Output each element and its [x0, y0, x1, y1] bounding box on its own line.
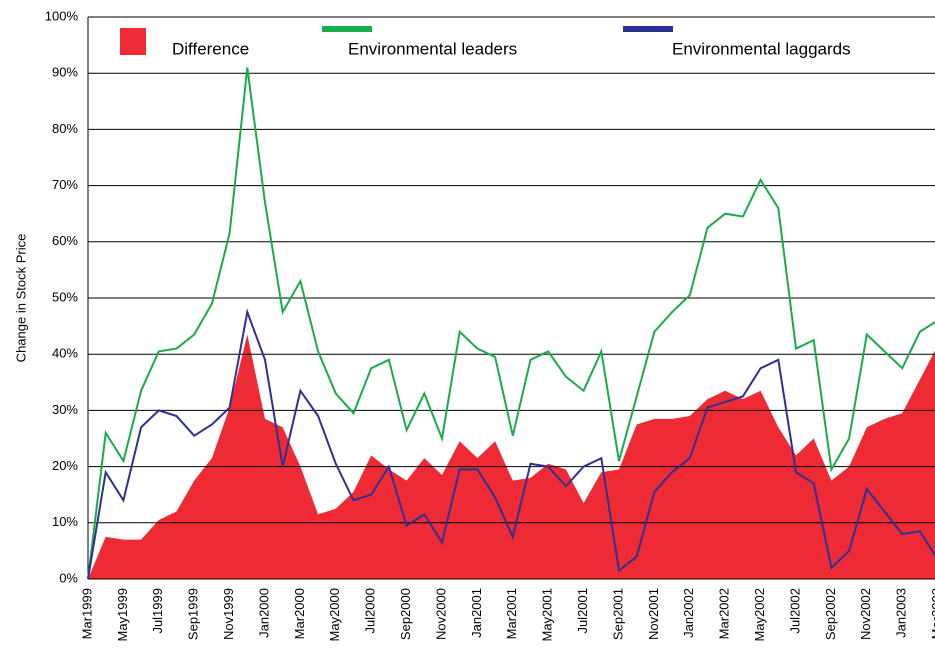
x-tick-label: Jan2000 [256, 588, 271, 638]
x-tick-label: May2000 [327, 588, 342, 641]
x-tick-label: Mar2002 [717, 588, 732, 639]
legend-label: Environmental laggards [672, 39, 851, 58]
x-tick-label: Jan2003 [894, 588, 909, 638]
x-tick-label: Jan2002 [681, 588, 696, 638]
x-tick-label: Jul1999 [150, 588, 165, 634]
line [87, 308, 935, 580]
x-tick-label: Sep1999 [186, 588, 201, 640]
x-tick-label: Sep2000 [398, 588, 413, 640]
x-tick-label: Jan2001 [469, 588, 484, 638]
y-axis-label: Change in Stock Price [13, 234, 28, 363]
x-tick-label: Sep2001 [610, 588, 625, 640]
x-tick-label: Mar2000 [292, 588, 307, 639]
y-tick-label: 10% [52, 514, 78, 529]
area [88, 334, 935, 579]
line [87, 67, 935, 580]
y-tick-label: 90% [52, 65, 78, 80]
x-tick-label: Nov2001 [646, 588, 661, 640]
x-tick-label: Mar1999 [79, 588, 94, 639]
x-tick-label: May1999 [115, 588, 130, 641]
y-tick-label: 70% [52, 177, 78, 192]
legend-label: Environmental leaders [348, 39, 517, 58]
y-tick-label: 50% [52, 289, 78, 304]
x-tick-label: Nov2002 [858, 588, 873, 640]
y-tick-label: 20% [52, 458, 78, 473]
legend-swatch [623, 26, 673, 32]
x-tick-label: May2002 [752, 588, 767, 641]
x-tick-label: Nov1999 [221, 588, 236, 640]
x-tick-label: May2001 [540, 588, 555, 641]
y-tick-label: 80% [52, 121, 78, 136]
x-tick-label: Jul2000 [363, 588, 378, 634]
x-tick-label: Jul2001 [575, 588, 590, 634]
legend-label: Difference [172, 39, 249, 58]
y-tick-label: 100% [45, 8, 79, 23]
x-tick-label: Jul2002 [787, 588, 802, 634]
x-tick-label: Mar2001 [504, 588, 519, 639]
y-tick-label: 30% [52, 402, 78, 417]
legend-swatch [120, 28, 146, 55]
x-tick-label: Sep2002 [823, 588, 838, 640]
x-tick-label: Mar2003 [929, 588, 935, 639]
y-tick-label: 40% [52, 346, 78, 361]
y-tick-label: 0% [59, 570, 78, 585]
y-tick-label: 60% [52, 233, 78, 248]
legend-swatch [322, 26, 372, 32]
x-tick-label: Nov2000 [433, 588, 448, 640]
